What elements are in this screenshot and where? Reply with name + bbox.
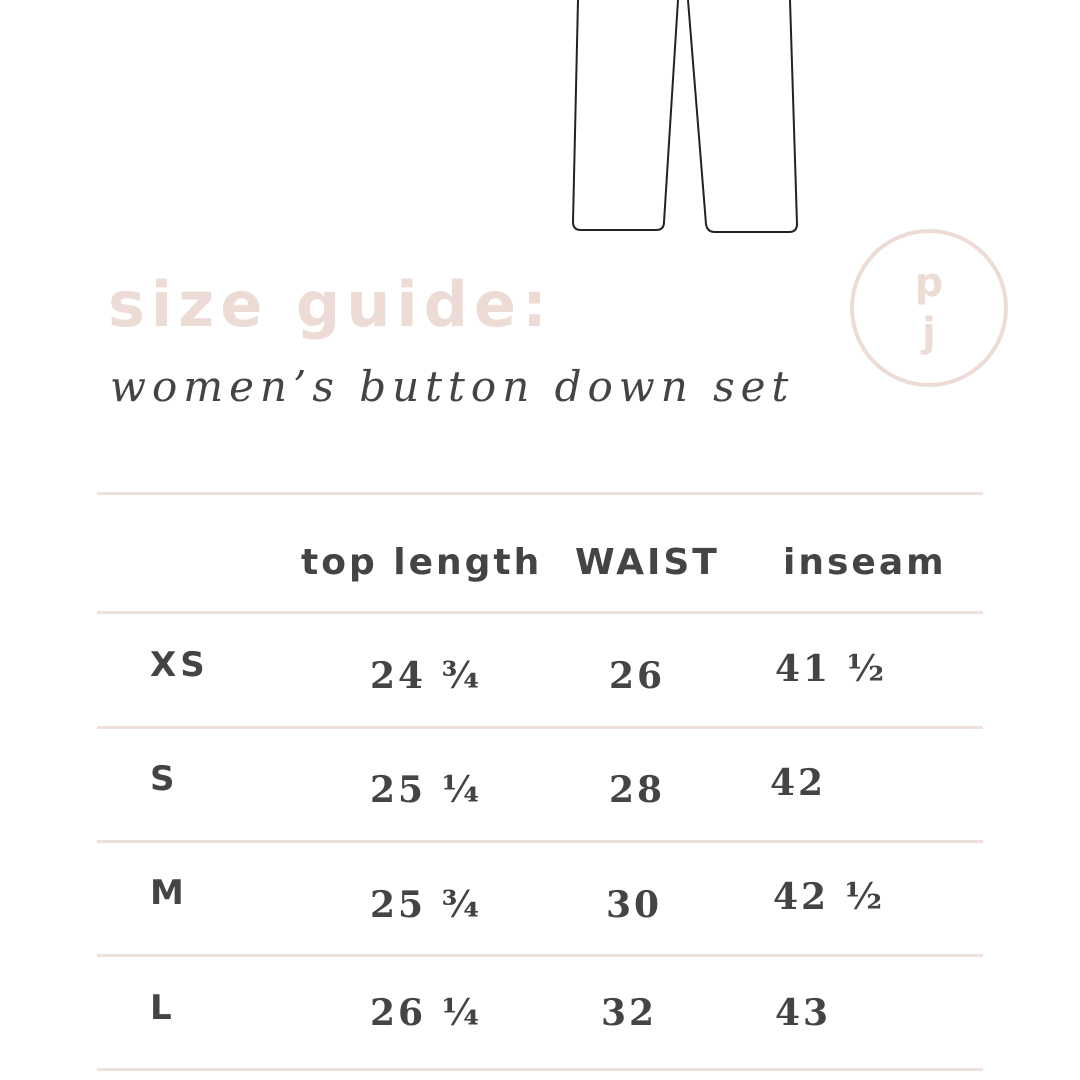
inseam-value: 43 (775, 992, 832, 1034)
page-title: size guide: (108, 268, 553, 341)
header-top-length: top length (301, 542, 543, 583)
waist-value: 30 (606, 884, 663, 926)
table-divider (97, 726, 983, 729)
size-label: L (150, 988, 176, 1028)
size-label: M (150, 873, 188, 913)
waist-value: 32 (601, 992, 658, 1034)
top-length-value: 24 ¾ (370, 655, 483, 697)
brand-logo: p j (850, 229, 1008, 387)
table-divider (97, 492, 983, 495)
table-divider (97, 954, 983, 957)
page-subtitle: women’s button down set (110, 362, 795, 411)
table-divider (97, 840, 983, 843)
size-label: S (150, 759, 179, 799)
inseam-value: 41 ½ (775, 648, 888, 690)
waist-value: 28 (609, 769, 666, 811)
top-length-value: 26 ¼ (370, 992, 483, 1034)
top-length-value: 25 ¾ (370, 884, 483, 926)
logo-letter-p: p (914, 260, 944, 306)
header-inseam: inseam (783, 542, 947, 583)
waist-value: 26 (609, 655, 666, 697)
top-length-value: 25 ¼ (370, 769, 483, 811)
logo-letter-j: j (922, 310, 936, 356)
table-divider (97, 611, 983, 614)
pants-illustration (571, 0, 799, 233)
table-divider (97, 1068, 983, 1071)
inseam-value: 42 ½ (773, 876, 886, 918)
header-waist: WAIST (575, 542, 720, 583)
size-label: XS (150, 645, 209, 685)
inseam-value: 42 (770, 762, 827, 804)
